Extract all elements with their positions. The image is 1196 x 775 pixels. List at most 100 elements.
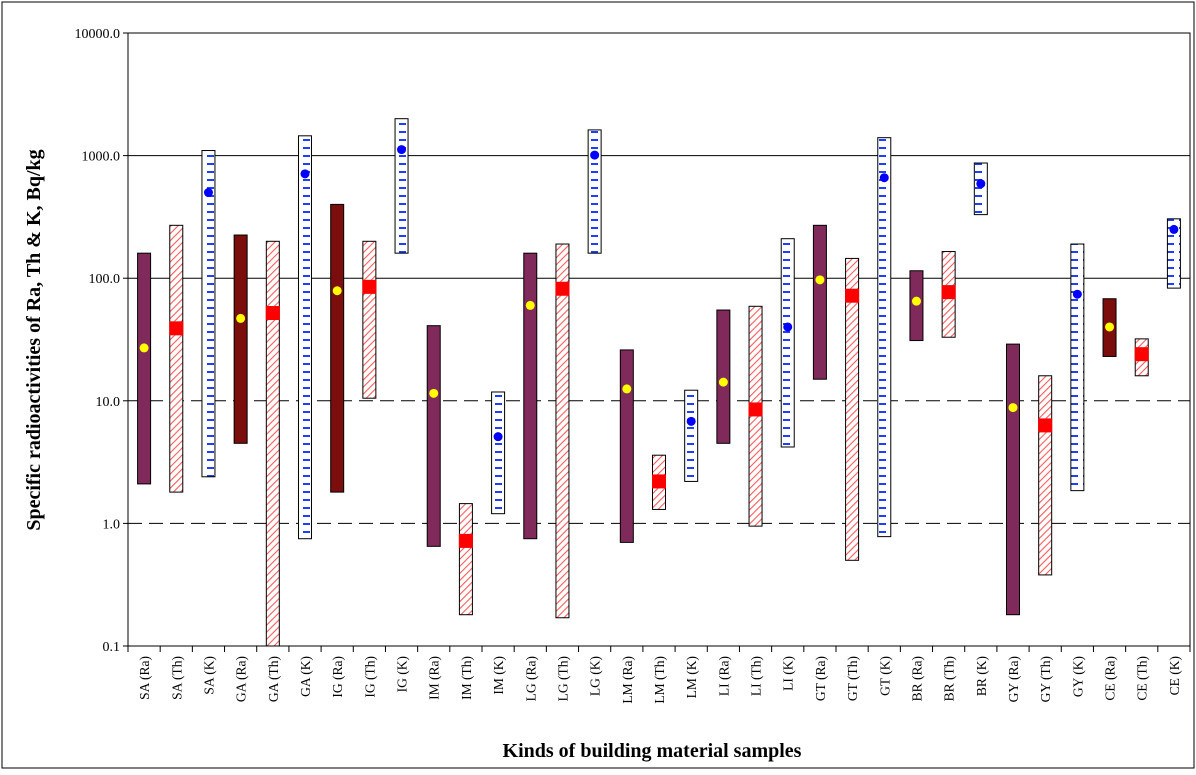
x-tick-label: LG (K) [588,656,603,696]
x-tick-label: IG (K) [395,656,410,692]
range-bar [619,349,634,543]
x-axis-title: Kinds of building material samples [503,740,802,762]
mean-marker-circle [203,188,213,198]
range-bar [491,391,506,515]
mean-marker-circle [332,286,342,296]
x-tick-label: IM (Ra) [427,656,442,700]
mean-marker-circle [1105,322,1115,332]
range-bar [426,325,441,547]
range-bar [298,135,312,540]
x-tick-label: CE (Ra) [1103,656,1118,701]
axes [123,32,1191,652]
range-bar [233,234,248,444]
range-bar [716,309,731,444]
mean-marker-square [169,321,184,336]
y-axis-title: Specific radioactivities of Ra, Th & K, … [23,149,45,530]
mean-marker-square [941,285,956,300]
range-bar [909,270,924,342]
mean-marker-square [748,402,763,417]
x-tick-label: LI (Th) [749,656,764,696]
x-tick-label: LI (K) [781,656,796,691]
range-bar [1070,243,1085,492]
mean-marker-square [362,279,377,294]
x-tick-label: BR (K) [974,656,989,696]
y-tick-label: 0.1 [103,640,121,655]
x-tick-label: LM (K) [684,656,699,698]
mean-marker-circle [493,432,503,442]
range-bar [877,137,892,538]
mean-markers [139,145,1179,548]
x-tick-label: CE (Th) [1135,656,1150,701]
x-tick-label: SA (Th) [169,656,184,700]
y-tick-label: 100.0 [89,272,121,287]
x-tick-label: CE (K) [1167,656,1182,695]
x-tick-label: SA (K) [201,656,216,695]
y-tick-label: 1.0 [103,517,121,532]
mean-marker-square [265,306,280,321]
x-tick-label: GA (K) [298,656,313,697]
x-tick-label: IG (Th) [362,656,377,698]
range-bar [137,252,152,485]
range-bar [555,243,570,619]
mean-marker-square [845,288,860,303]
x-tick-label: GY (Th) [1038,656,1053,702]
mean-marker-circle [911,296,921,306]
mean-marker-circle [879,173,889,183]
mean-marker-circle [236,313,246,323]
range-bar [201,150,216,478]
mean-marker-square [652,474,666,489]
x-tick-label: LI (Ra) [716,656,731,696]
x-tick-label: GA (Ra) [234,656,249,702]
range-bar [394,118,409,254]
range-bar [684,389,699,482]
x-tick-label: GY (K) [1070,656,1085,697]
range-bar [1038,375,1053,576]
x-tick-label: LG (Th) [555,656,570,701]
range-bar [362,240,377,399]
x-tick-label: IG (Ra) [330,656,345,698]
mean-marker-circle [139,343,149,353]
y-tick-label: 10000.0 [75,27,121,42]
mean-marker-circle [718,377,728,387]
x-tick-label: IM (K) [491,656,506,695]
mean-marker-circle [976,179,986,189]
mean-marker-circle [783,322,793,332]
range-bar [330,203,345,493]
mean-marker-circle [300,169,310,179]
range-bar [1166,218,1181,289]
mean-marker-circle [815,275,825,285]
mean-marker-circle [1008,403,1018,413]
x-tick-label: GT (Ra) [813,656,828,701]
mean-marker-circle [1169,224,1179,234]
y-tick-label: 10.0 [96,395,121,410]
x-tick-labels: SA (Ra) SA (Th) SA (K) GA (Ra) GA (Th) GA (K)… [137,656,1182,704]
mean-marker-circle [686,416,696,426]
range-bar [587,129,602,254]
mean-marker-square [1038,418,1053,433]
x-tick-label: LM (Th) [652,656,667,704]
range-bar [265,240,280,647]
mean-marker-square [1134,347,1149,362]
mean-marker-square [555,281,570,296]
mean-marker-circle [397,145,407,155]
mean-marker-circle [525,300,535,310]
range-bar [973,162,988,216]
range-bar [845,257,860,561]
x-tick-label: GT (Th) [845,656,860,701]
x-tick-label: LG (Ra) [523,656,538,701]
y-tick-label: 1000.0 [82,150,121,165]
x-tick-label: BR (Ra) [909,656,924,701]
x-tick-label: BR (Th) [942,656,957,701]
range-bar [169,224,184,493]
mean-marker-circle [590,150,600,160]
range-bar [812,224,827,380]
x-tick-label: GT (K) [877,656,892,696]
x-tick-label: IM (Th) [459,656,474,700]
range-bar [780,238,795,448]
mean-marker-square [458,533,473,548]
range-bar [1006,343,1020,616]
y-tick-labels: 0.1 1.0 10.0 100.0 1000.0 10000.0 [75,27,121,655]
mean-marker-circle [429,388,439,398]
